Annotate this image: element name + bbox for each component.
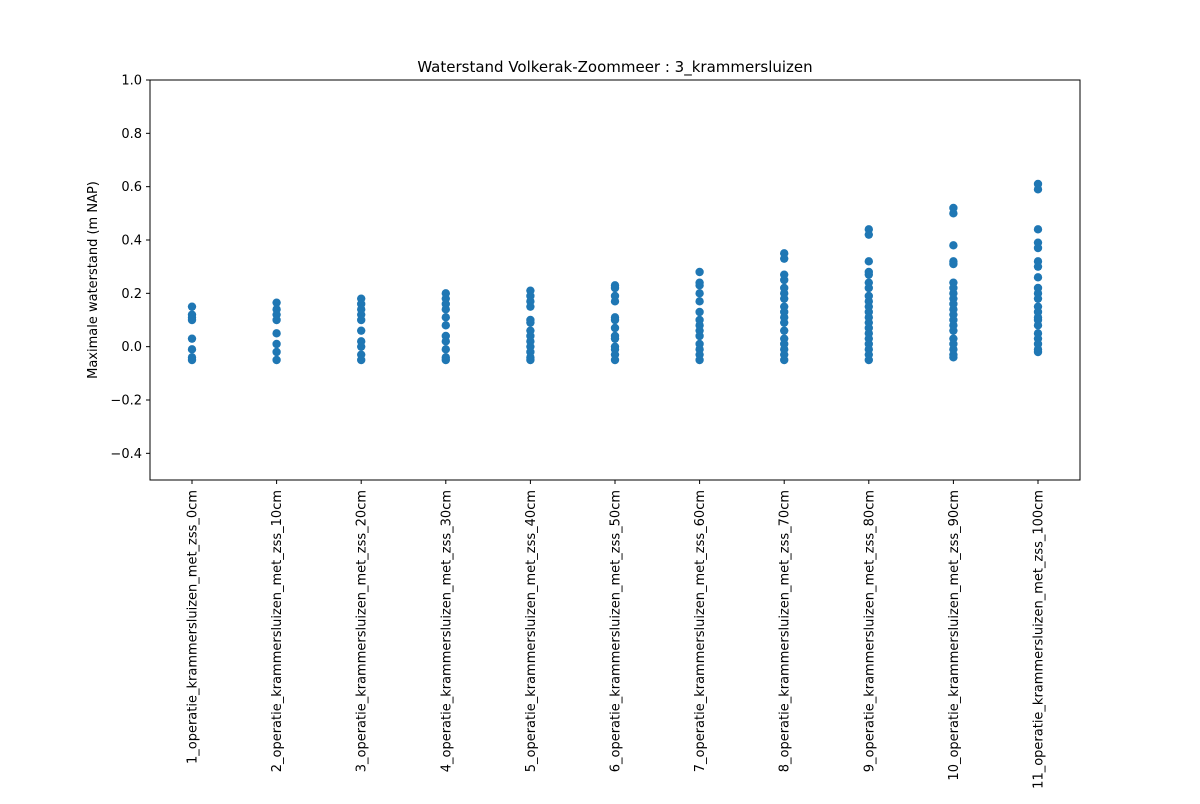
data-point [187, 355, 197, 365]
y-tick-label: 0.2 [121, 287, 142, 302]
data-point [272, 339, 281, 349]
x-tick-label: 11_operatie_krammersluizen_met_zss_100cm [1032, 490, 1047, 789]
data-point [441, 313, 450, 322]
data-point [187, 345, 197, 354]
data-point [1033, 347, 1043, 357]
data-point [695, 281, 704, 290]
data-point [272, 315, 281, 325]
data-point [357, 355, 366, 365]
data-point [780, 326, 789, 335]
data-point [610, 334, 620, 343]
data-point [780, 318, 789, 327]
data-point [780, 294, 789, 303]
y-tick-label: 0.0 [121, 340, 142, 355]
data-point [441, 305, 450, 314]
data-point [695, 355, 704, 365]
data-point [780, 355, 789, 365]
data-point [1033, 273, 1043, 282]
data-point [949, 259, 958, 269]
x-tick-label: 6_operatie_krammersluizen_met_zss_50cm [609, 490, 624, 772]
chart-title: Waterstand Volkerak-Zoommeer : 3_krammer… [417, 58, 812, 77]
data-point [780, 254, 789, 263]
data-point [187, 302, 197, 311]
data-point [610, 283, 620, 293]
x-tick-label: 10_operatie_krammersluizen_met_zss_90cm [947, 490, 962, 781]
data-point [272, 347, 281, 357]
data-point [864, 283, 873, 293]
data-point [949, 353, 958, 362]
data-point [526, 355, 535, 365]
data-point [357, 342, 366, 351]
data-point [1033, 225, 1043, 234]
data-point [1033, 185, 1043, 194]
data-point [610, 355, 620, 365]
data-point [695, 289, 704, 298]
y-tick-label: 1.0 [121, 74, 142, 89]
x-tick-label: 2_operatie_krammersluizen_met_zss_10cm [270, 490, 285, 772]
plot-frame [149, 79, 1081, 481]
x-tick-label: 3_operatie_krammersluizen_met_zss_20cm [355, 490, 370, 772]
y-tick-label: −0.2 [110, 394, 142, 409]
data-point [780, 275, 789, 285]
data-point [357, 315, 366, 325]
data-point [1033, 262, 1043, 271]
data-point [526, 318, 535, 327]
data-point [864, 257, 873, 266]
data-point [949, 326, 958, 335]
data-point [610, 297, 620, 306]
data-point [1033, 294, 1043, 303]
y-tick-label: 0.4 [121, 234, 142, 249]
data-point [187, 334, 197, 343]
data-point [272, 298, 281, 307]
x-tick-label: 4_operatie_krammersluizen_met_zss_30cm [439, 490, 454, 772]
data-point [864, 270, 873, 279]
data-point [949, 241, 958, 250]
data-point [1033, 321, 1043, 330]
data-point [695, 307, 704, 317]
data-point [949, 209, 958, 218]
data-point [441, 337, 450, 346]
data-point [610, 315, 620, 325]
x-tick-label: 7_operatie_krammersluizen_met_zss_60cm [693, 490, 708, 772]
data-point [187, 315, 197, 325]
x-tick-label: 1_operatie_krammersluizen_met_zss_0cm [186, 490, 201, 764]
y-tick-label: −0.4 [110, 447, 142, 462]
data-point [695, 331, 704, 341]
data-point [272, 329, 281, 338]
x-tick-label: 8_operatie_krammersluizen_met_zss_70cm [778, 490, 793, 772]
data-point [526, 302, 535, 311]
y-axis-label: Maximale waterstand (m NAP) [86, 181, 101, 379]
data-point [864, 355, 873, 365]
data-point [864, 230, 873, 239]
data-point [441, 321, 450, 330]
data-point [1033, 243, 1043, 253]
data-point [441, 355, 450, 365]
data-point [272, 355, 281, 365]
data-point [695, 267, 704, 277]
data-point [695, 297, 704, 306]
data-point [357, 326, 366, 335]
y-tick-label: 0.8 [121, 127, 142, 142]
y-tick-label: 0.6 [121, 180, 142, 195]
x-tick-label: 5_operatie_krammersluizen_met_zss_40cm [524, 490, 539, 772]
data-point [610, 323, 620, 333]
x-tick-label: 9_operatie_krammersluizen_met_zss_80cm [862, 490, 877, 772]
data-point [441, 345, 450, 354]
plot-area: −0.4 −0.2 0.0 0.2 0.4 0.6 0.8 1.0 1_operatie_kra… [110, 74, 1081, 789]
